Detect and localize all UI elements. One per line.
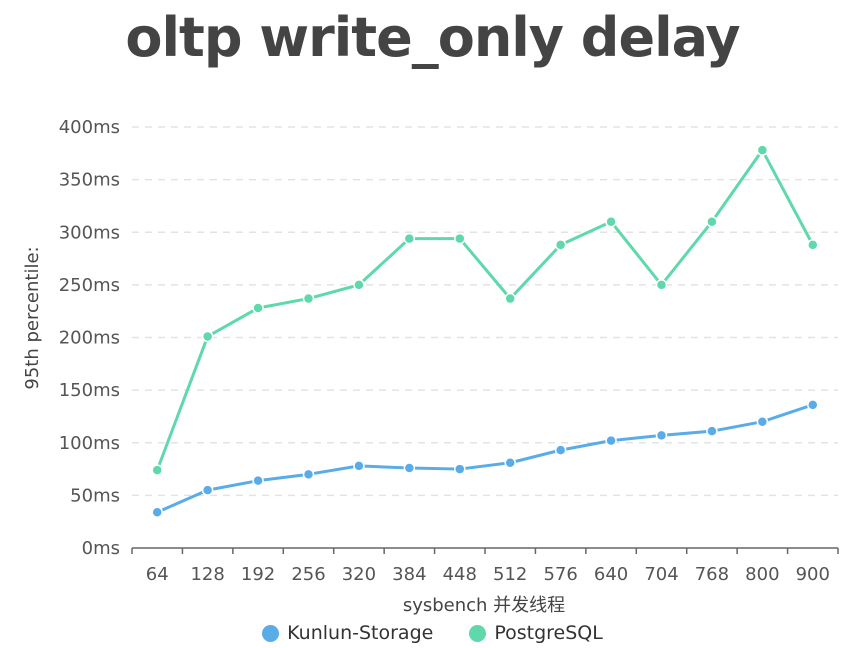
data-point: [403, 462, 416, 474]
data-point: [302, 468, 315, 481]
data-point: [252, 302, 264, 314]
legend: Kunlun-Storage PostgreSQL: [0, 622, 865, 644]
data-point: [605, 434, 617, 447]
y-tick-label: 0ms: [82, 538, 120, 559]
data-point: [252, 474, 264, 487]
x-tick-label: 576: [543, 564, 577, 585]
x-tick-label: 448: [443, 564, 477, 585]
x-tick-label: 704: [644, 564, 678, 585]
x-tick-label: 192: [241, 564, 275, 585]
grid-lines: [132, 126, 838, 497]
y-tick-label: 200ms: [59, 328, 120, 349]
series-lines: [151, 144, 819, 518]
data-point: [807, 399, 819, 411]
x-tick-label: 800: [745, 564, 779, 585]
x-axis: 64 128 192 256 320 384 448 512 576 640 704 768 800 90…: [131, 547, 839, 585]
y-tick-label: 350ms: [59, 170, 120, 191]
legend-label: PostgreSQL: [494, 622, 603, 644]
data-point: [756, 144, 769, 156]
data-point: [151, 506, 163, 518]
x-tick-label: 512: [493, 564, 527, 585]
data-point: [454, 232, 466, 245]
series-line: [156, 403, 814, 514]
y-tick-label: 300ms: [59, 222, 120, 243]
legend-item[interactable]: PostgreSQL: [469, 622, 603, 644]
y-tick-label: 150ms: [59, 380, 120, 401]
data-point: [504, 456, 516, 469]
data-point: [807, 239, 819, 251]
y-tick-label: 100ms: [59, 433, 120, 454]
legend-marker: [469, 624, 487, 642]
data-point: [353, 460, 365, 472]
x-tick-label: 64: [146, 564, 169, 585]
line-chart: 0ms 50ms 100ms 150ms 200ms 250ms 300ms 350ms 400…: [22, 117, 839, 616]
y-axis-title: 95th percentile:: [22, 246, 43, 389]
x-tick-label: 256: [291, 564, 325, 585]
data-point: [554, 444, 567, 456]
y-tick-label: 50ms: [70, 485, 120, 506]
data-point: [403, 232, 416, 245]
x-tick-label: 320: [342, 564, 376, 585]
y-tick-label: 250ms: [59, 275, 120, 296]
data-point: [302, 292, 315, 305]
y-axis-ticks: 0ms 50ms 100ms 150ms 200ms 250ms 300ms 350ms 400…: [59, 117, 120, 559]
data-point: [504, 292, 516, 305]
data-point: [201, 330, 214, 343]
data-point: [655, 279, 668, 291]
data-point: [201, 484, 214, 496]
data-point: [554, 239, 567, 251]
series-line: [155, 148, 815, 471]
data-point: [605, 215, 617, 228]
x-axis-title: sysbench 并发线程: [403, 595, 565, 616]
legend-marker: [262, 624, 280, 642]
x-tick-label: 128: [190, 564, 224, 585]
legend-label: Kunlun-Storage: [287, 622, 434, 644]
data-point: [151, 464, 163, 476]
data-point: [706, 425, 718, 437]
data-point: [756, 415, 769, 428]
x-tick-label: 900: [796, 564, 830, 585]
data-point: [655, 429, 668, 442]
x-tick-label: 640: [594, 564, 628, 585]
data-point: [706, 215, 718, 228]
data-point: [454, 463, 466, 475]
x-tick-label: 768: [695, 564, 729, 585]
y-tick-label: 400ms: [59, 117, 120, 138]
chart-title: oltp write_only delay: [125, 6, 740, 69]
legend-item[interactable]: Kunlun-Storage: [262, 622, 433, 644]
x-tick-label: 384: [392, 564, 426, 585]
data-point: [353, 279, 365, 291]
